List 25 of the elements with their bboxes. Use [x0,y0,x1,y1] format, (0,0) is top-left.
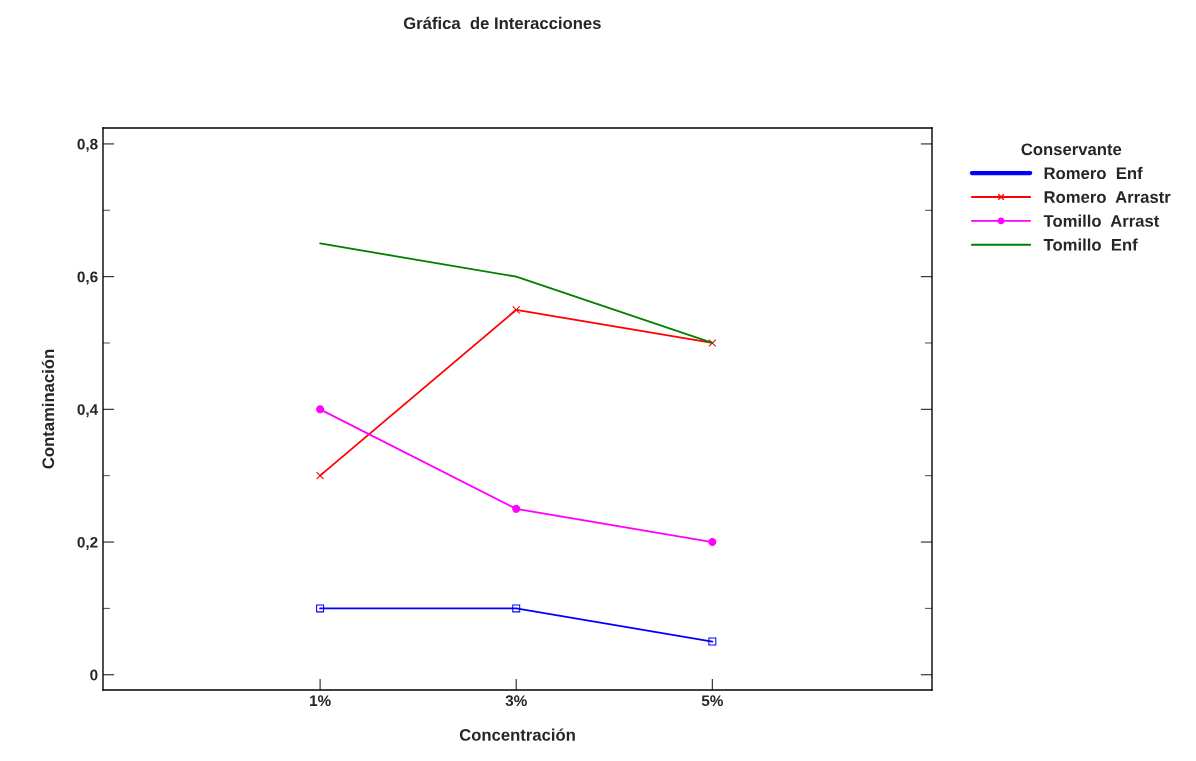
point [708,538,717,547]
point [512,504,521,513]
y-tick-label: 0,6 [77,271,98,285]
legend-label: Romero Enf [1044,166,1143,180]
point [512,604,521,613]
chart-title: Gráfica de Interacciones [403,16,601,30]
legend-title: Conservante [1021,143,1122,156]
point [316,405,325,414]
point [316,471,325,480]
point [708,637,717,646]
point [708,338,717,347]
point [512,305,521,314]
y-tick-label: 0,4 [77,404,99,418]
x-tick-label: 3% [505,695,527,707]
point [316,604,325,613]
y-tick-label: 0,2 [77,536,98,550]
y-tick-label: 0 [90,669,98,681]
legend-label: Tomillo Arrast [1043,214,1160,227]
legend-label: Romero Arrastr [1044,191,1171,203]
x-tick-label: 1% [310,695,331,707]
legend-label: Tomillo Enf [1043,238,1138,251]
y-tick-label: 0,8 [77,138,98,152]
x-axis-title: Concentración [459,728,575,741]
y-axis-title: Contaminación [41,349,55,469]
x-tick-label: 5% [701,695,723,707]
